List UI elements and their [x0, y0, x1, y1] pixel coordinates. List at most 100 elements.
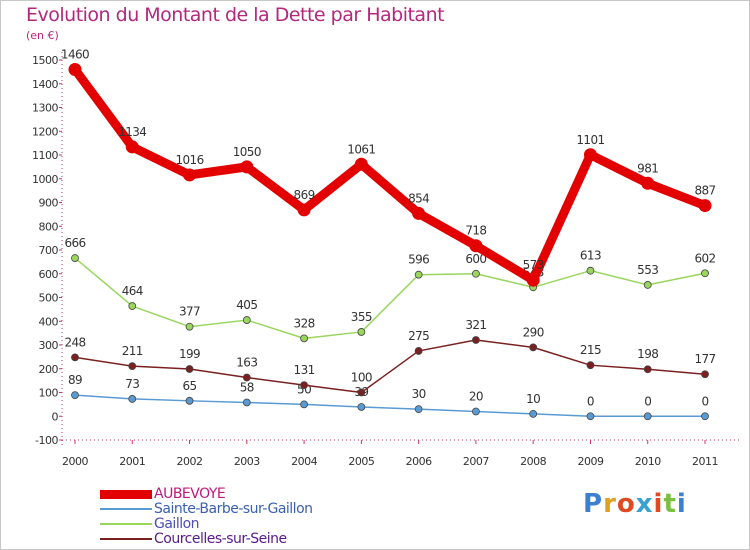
data-label: 131 — [294, 363, 315, 377]
data-label: 215 — [580, 343, 601, 357]
data-point — [71, 353, 79, 362]
data-point — [529, 343, 538, 352]
data-label: 177 — [694, 352, 715, 366]
data-label: 248 — [64, 335, 85, 349]
logo-letter: x — [635, 489, 654, 519]
data-point — [414, 270, 423, 279]
series-courcelles-sur-seine: 248 211 199 163 131 100 275 321 290 215 198 177 — [64, 318, 716, 397]
data-point — [68, 63, 82, 76]
data-point — [414, 405, 423, 414]
logo-letter: P — [583, 489, 604, 519]
data-label: 0 — [644, 394, 651, 408]
data-label: 100 — [351, 371, 372, 385]
data-label: 613 — [580, 249, 601, 263]
data-point — [242, 316, 251, 324]
data-label: 405 — [236, 298, 257, 312]
data-label: 602 — [694, 251, 715, 265]
data-point — [242, 373, 251, 382]
legend-swatch — [100, 489, 152, 499]
data-point — [128, 395, 137, 403]
proxiti-logo: Proxiti — [583, 489, 687, 519]
x-tick-label: 2008 — [520, 455, 546, 468]
data-label: 73 — [125, 377, 139, 391]
data-label: 199 — [179, 347, 200, 361]
data-point — [583, 148, 597, 162]
y-tick-label: 1200 — [32, 125, 58, 138]
data-point — [354, 157, 368, 171]
data-point — [472, 336, 480, 344]
data-label: 666 — [64, 236, 85, 250]
data-point — [71, 391, 79, 400]
data-point — [357, 328, 366, 336]
data-point — [300, 400, 308, 409]
x-tick-label: 2005 — [348, 455, 374, 468]
y-tick-label: 700 — [39, 244, 59, 257]
data-label: 553 — [637, 263, 658, 277]
logo-letter: o — [616, 489, 636, 519]
x-tick-label: 2009 — [577, 455, 603, 468]
data-label: 869 — [294, 188, 315, 202]
legend-swatch — [100, 523, 152, 525]
series-line — [74, 339, 706, 394]
data-label: 573 — [523, 258, 544, 272]
legend-label: AUBEVOYE — [154, 486, 226, 502]
y-tick-label: 1500 — [32, 54, 58, 67]
data-label: 981 — [637, 161, 658, 175]
data-point — [240, 160, 254, 174]
legend-label: Gaillon — [154, 516, 200, 532]
data-point — [183, 168, 197, 182]
series-line — [74, 257, 706, 340]
data-label: 1016 — [175, 153, 203, 167]
data-point — [529, 409, 538, 418]
data-point — [300, 334, 308, 343]
data-label: 65 — [183, 379, 197, 393]
series-sainte-barbe-sur-gaillon: 897365585039302010000 — [68, 373, 709, 421]
y-tick-label: 800 — [39, 220, 59, 233]
x-tick-label: 2011 — [692, 455, 718, 468]
logo-letter: i — [653, 489, 664, 519]
series-line — [74, 394, 706, 417]
legend-label: Sainte-Barbe-sur-Gaillon — [154, 501, 313, 517]
legend-swatch — [100, 538, 152, 540]
y-tick-label: 1300 — [32, 102, 58, 115]
data-label: 290 — [523, 325, 544, 339]
logo-letter: r — [603, 489, 617, 519]
data-point — [643, 412, 652, 421]
data-label: 163 — [236, 356, 257, 370]
data-label: 596 — [408, 253, 429, 267]
data-point — [526, 273, 540, 287]
data-point — [71, 254, 79, 262]
data-label: 321 — [465, 318, 486, 332]
x-tick-label: 2000 — [62, 455, 88, 468]
data-point — [242, 398, 251, 407]
logo-letter: t — [663, 489, 677, 519]
y-tick-label: 1400 — [32, 78, 58, 91]
y-tick-label: 0 — [52, 410, 59, 423]
data-label: 0 — [701, 394, 708, 408]
y-tick-label: 400 — [39, 315, 59, 328]
x-tick-label: 2001 — [119, 455, 145, 468]
data-label: 464 — [122, 284, 143, 298]
x-tick-label: 2002 — [177, 455, 203, 468]
data-label: 211 — [122, 344, 143, 358]
y-tick-label: 500 — [39, 292, 59, 305]
data-point — [698, 199, 712, 213]
chart-title: Evolution du Montant de la Dette par Hab… — [26, 4, 445, 26]
logo-letter: i — [676, 489, 687, 519]
x-tick-label: 2010 — [635, 455, 661, 468]
data-label: 89 — [68, 373, 82, 387]
data-point — [300, 381, 308, 390]
data-point — [701, 269, 709, 278]
data-point — [125, 140, 139, 154]
y-tick-label: -100 — [35, 434, 58, 447]
x-tick-label: 2003 — [234, 455, 260, 468]
y-tick-label: 200 — [39, 363, 59, 376]
data-label: 1050 — [233, 145, 261, 159]
data-point — [586, 361, 595, 370]
data-point — [641, 176, 655, 190]
data-label: 275 — [408, 329, 429, 343]
series-line — [70, 65, 710, 285]
y-tick-label: 1100 — [32, 149, 58, 162]
